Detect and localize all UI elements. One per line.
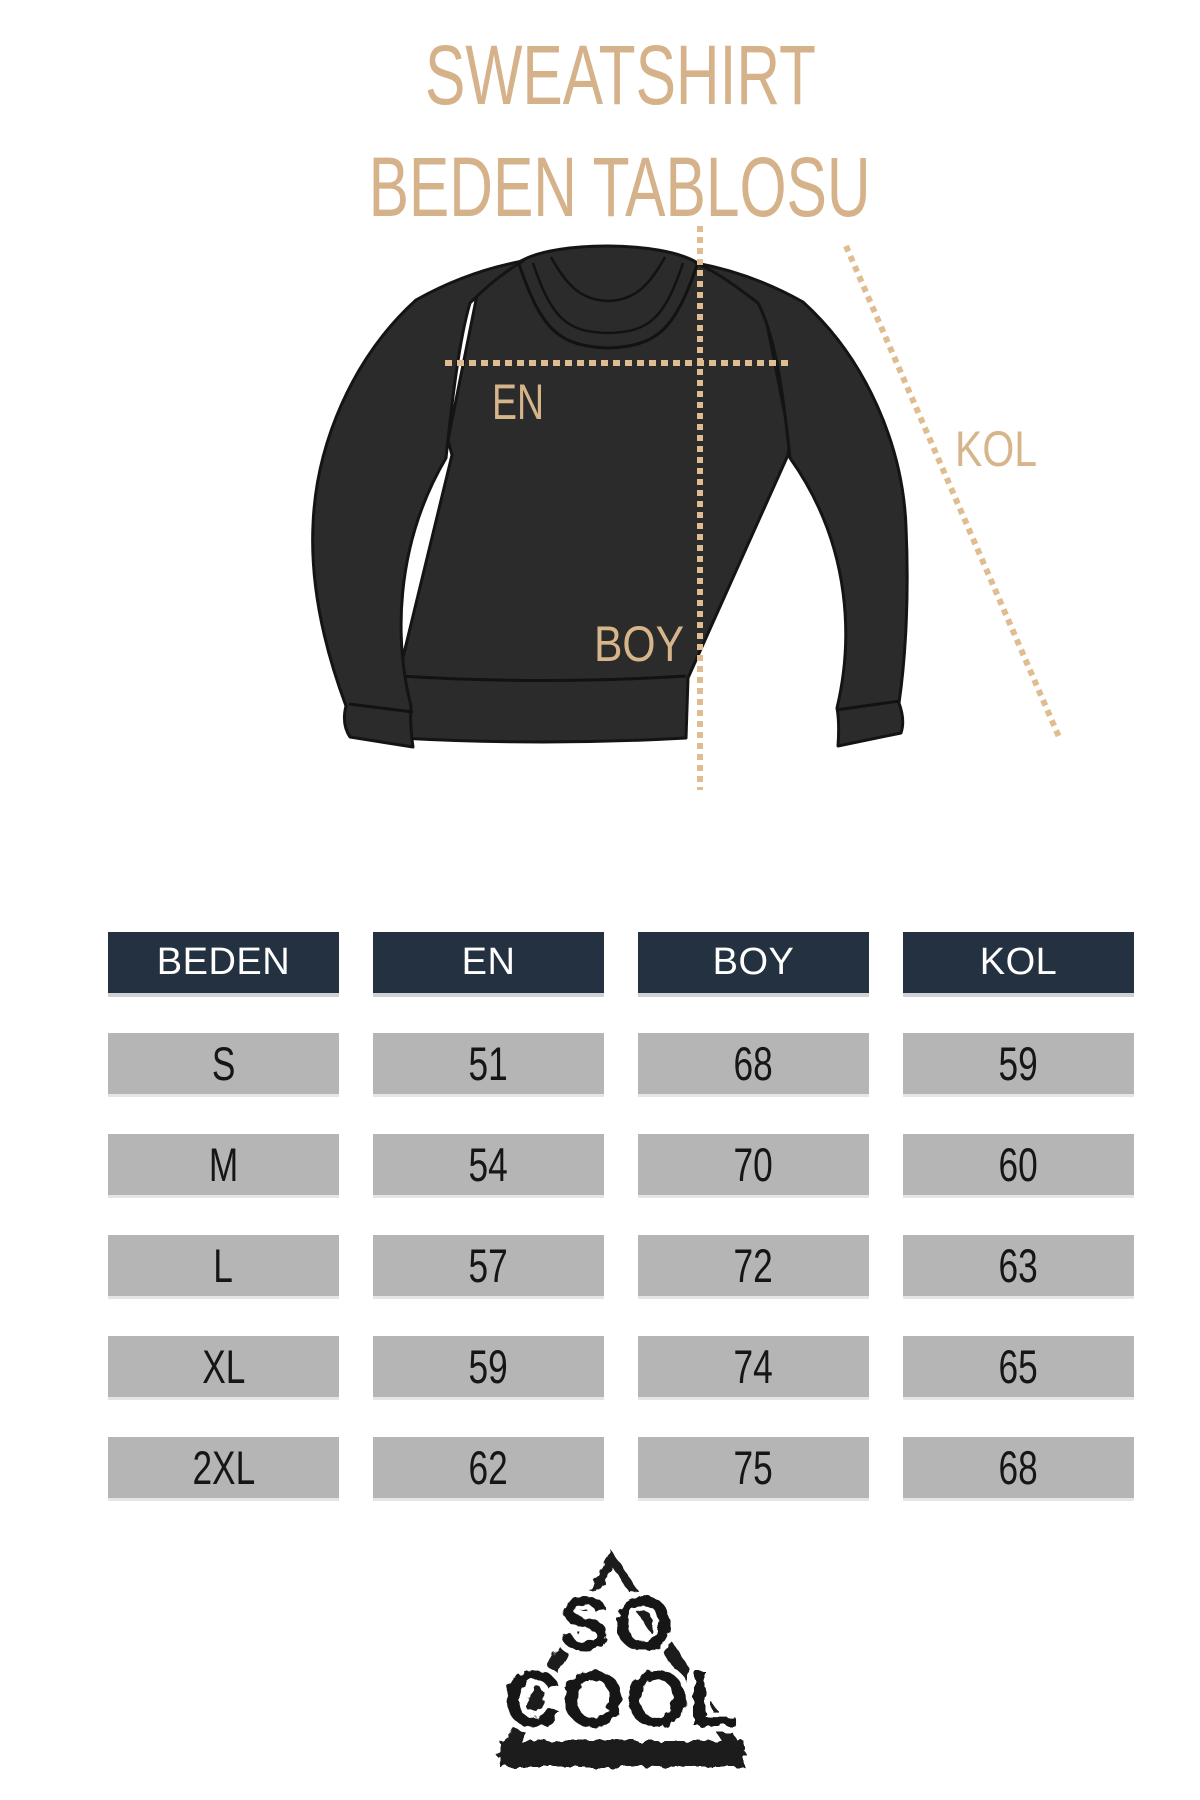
value-cell: 62	[373, 1437, 604, 1498]
value-cell: 65	[903, 1336, 1134, 1397]
value-cell: 74	[638, 1336, 869, 1397]
size-cell: 2XL	[108, 1437, 339, 1498]
value-cell: 57	[373, 1235, 604, 1296]
value-cell: 75	[638, 1437, 869, 1498]
left-cuff-seam	[348, 702, 414, 714]
value-cell: 70	[638, 1134, 869, 1195]
left-sleeve	[311, 259, 525, 749]
hem-seam-line	[399, 674, 687, 682]
sweatshirt-measurement-diagram: EN BOY KOL	[311, 226, 1062, 790]
value-cell: 59	[903, 1033, 1134, 1094]
size-cell: M	[108, 1134, 339, 1195]
right-cuff-seam	[835, 699, 901, 712]
page-title-line2-text: BEDEN TABLOSU	[369, 140, 871, 234]
logo-word-so: SO	[559, 1582, 677, 1667]
value-cell: 51	[373, 1033, 604, 1094]
value-cell: 59	[373, 1336, 604, 1397]
header-cell-kol: KOL	[903, 932, 1134, 993]
value-cell: 60	[903, 1134, 1134, 1195]
collar-outer-arc	[517, 263, 699, 350]
logo-apex-caret	[594, 1567, 632, 1600]
header-cell-boy: BOY	[638, 932, 869, 993]
header-cell-en: EN	[373, 932, 604, 993]
logo-word-cool: COOL	[503, 1654, 738, 1743]
size-cell: XL	[108, 1336, 339, 1397]
value-cell: 72	[638, 1235, 869, 1296]
sleeve-measure-line	[843, 244, 1062, 739]
right-sleeve	[694, 261, 909, 748]
sleeve-measure-label: KOL	[955, 421, 1037, 477]
so-cool-logo: SO COOL	[496, 1550, 749, 1767]
width-measure-label: EN	[492, 374, 544, 430]
value-cell: 68	[903, 1437, 1134, 1498]
value-cell: 68	[638, 1033, 869, 1094]
size-table: BEDEN EN BOY KOL S 51 68 59 M 54 70 60 L…	[108, 932, 1134, 1498]
page-title-line1-text: SWEATSHIRT	[424, 28, 816, 122]
size-cell: S	[108, 1033, 339, 1094]
value-cell: 54	[373, 1134, 604, 1195]
size-cell: L	[108, 1235, 339, 1296]
page-title-line2: BEDEN TABLOSU	[40, 145, 1200, 229]
collar-middle-arc	[531, 262, 685, 335]
header-cell-beden: BEDEN	[108, 932, 339, 993]
length-measure-label: BOY	[594, 616, 684, 672]
value-cell: 63	[903, 1235, 1134, 1296]
collar-inner-arc	[549, 256, 667, 303]
page-title-line1: SWEATSHIRT	[40, 33, 1200, 117]
